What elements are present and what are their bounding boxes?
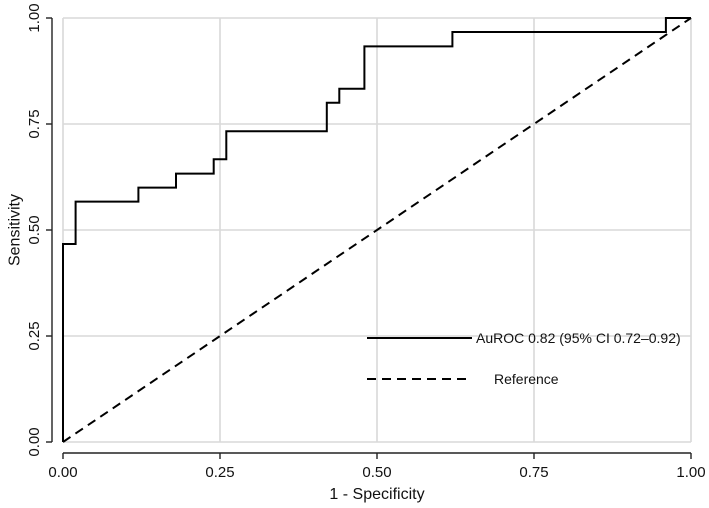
reference-line [62, 17, 692, 443]
legend-label: AuROC 0.82 (95% CI 0.72–0.92) [476, 330, 681, 346]
y-tick-label: 0.50 [26, 215, 43, 244]
legend-label: Reference [494, 371, 559, 387]
x-axis-ticks: 0.00 0.25 0.50 0.75 1.00 [48, 453, 706, 481]
y-axis-title: Sensitivity [7, 194, 24, 266]
y-tick-label: 0.25 [26, 321, 43, 350]
legend: AuROC 0.82 (95% CI 0.72–0.92) Reference [367, 330, 681, 387]
y-axis-ticks: 0.00 0.25 0.50 0.75 1.00 [26, 3, 52, 457]
x-tick-label: 0.50 [362, 464, 391, 481]
x-tick-label: 1.00 [676, 464, 705, 481]
y-tick-label: 0.75 [26, 109, 43, 138]
x-axis-title: 1 - Specificity [329, 486, 424, 503]
roc-curve [62, 17, 691, 442]
x-tick-label: 0.00 [48, 464, 77, 481]
x-tick-label: 0.25 [205, 464, 234, 481]
grid-lines [62, 17, 692, 443]
x-tick-label: 0.75 [519, 464, 548, 481]
y-tick-label: 1.00 [26, 3, 43, 32]
y-tick-label: 0.00 [26, 427, 43, 456]
series-layer [62, 17, 692, 443]
